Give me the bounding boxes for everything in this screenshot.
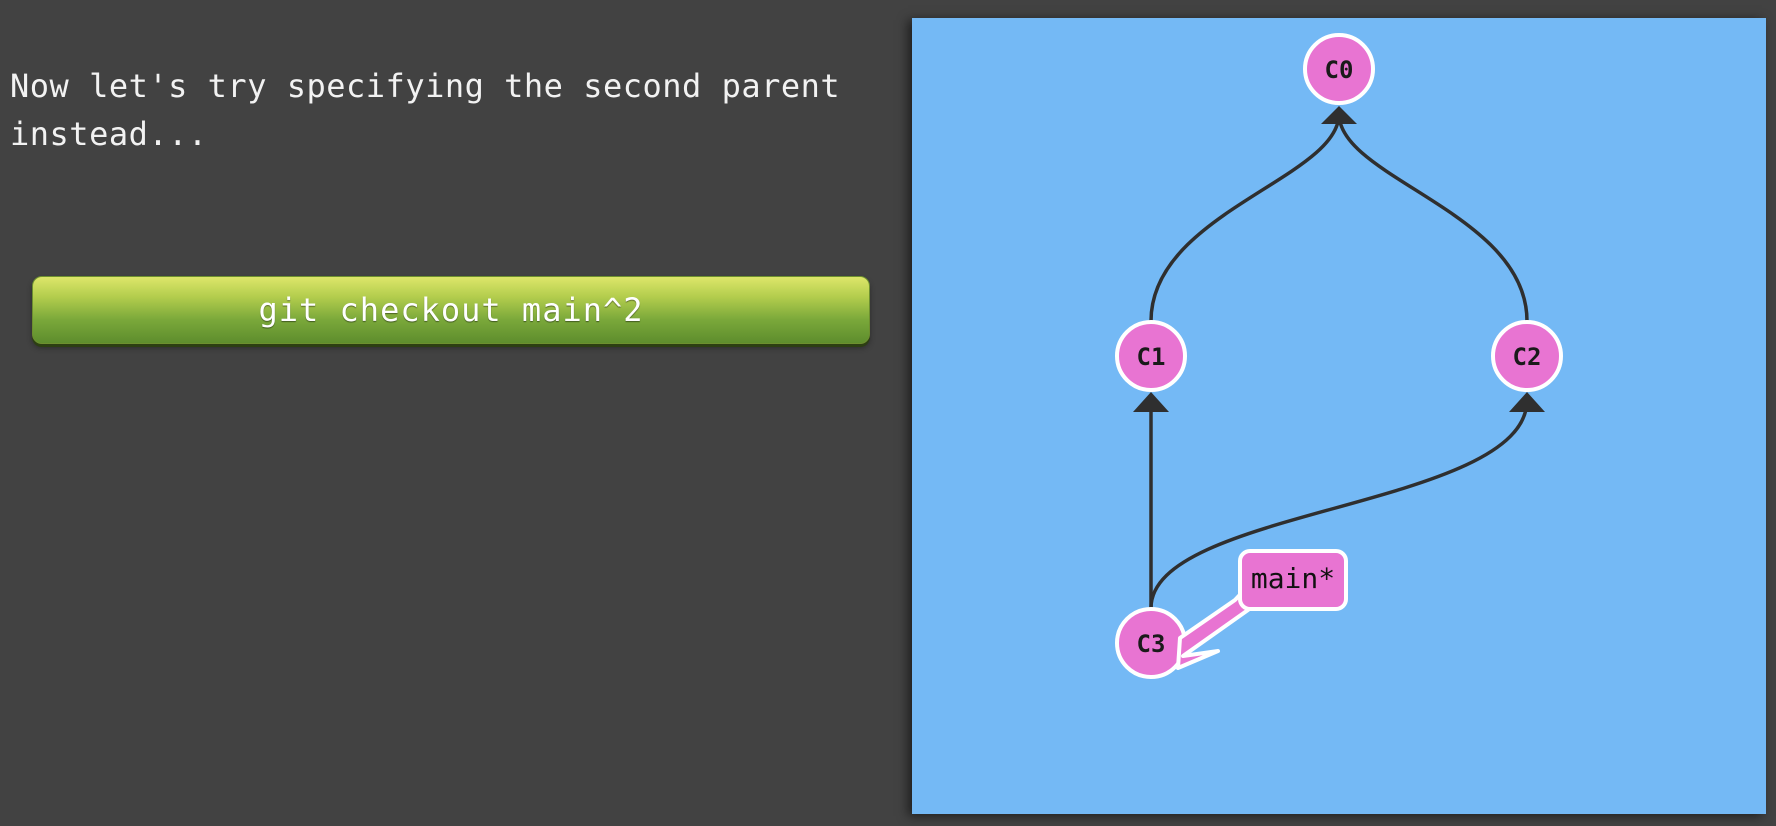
branch-tag-main[interactable]: main* (1238, 549, 1348, 611)
explanation-line-1: Now let's try specifying the second pare… (10, 67, 841, 105)
edge-c1-to-c0 (1149, 113, 1341, 322)
explanation-line-2: instead... (10, 115, 208, 153)
commit-label-c2: C2 (1513, 343, 1542, 371)
commit-node-c3[interactable]: C3 (1115, 607, 1187, 679)
edge-c2-to-c0 (1337, 113, 1529, 322)
branch-label-main: main* (1251, 562, 1335, 595)
commit-graph-panel: C0 C1 C2 C3 main* (912, 18, 1766, 814)
explanation-text: Now let's try specifying the second pare… (10, 62, 870, 158)
arrowhead-c0 (1321, 106, 1357, 124)
commit-node-c2[interactable]: C2 (1491, 320, 1563, 392)
commit-circle (1115, 320, 1187, 392)
commit-node-c0[interactable]: C0 (1303, 33, 1375, 105)
commit-graph: C0 C1 C2 C3 main* (1115, 33, 1563, 679)
commit-label-c1: C1 (1137, 343, 1166, 371)
git-command-label: git checkout main^2 (258, 291, 644, 329)
commit-label-c0: C0 (1325, 56, 1354, 84)
commit-label-c3: C3 (1137, 630, 1166, 658)
arrowhead-c1 (1133, 392, 1169, 412)
commit-node-c1[interactable]: C1 (1115, 320, 1187, 392)
branch-tag-box (1238, 549, 1348, 611)
edge-c3-to-c2 (1149, 399, 1529, 609)
arrowhead-c2 (1509, 392, 1545, 412)
commit-circle (1491, 320, 1563, 392)
git-command-button[interactable]: git checkout main^2 (32, 276, 870, 344)
commit-circle (1303, 33, 1375, 105)
